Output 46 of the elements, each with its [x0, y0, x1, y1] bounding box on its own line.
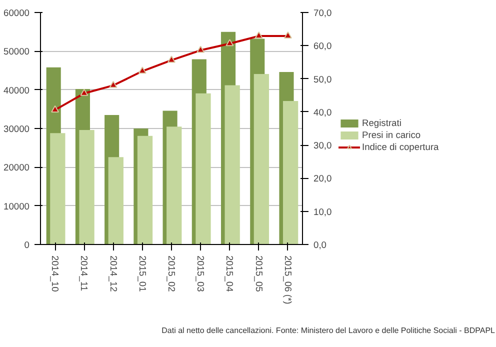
- y-tick-label: 40000: [4, 85, 30, 96]
- bar: [108, 157, 124, 244]
- legend-label: Indice di copertura: [362, 142, 439, 152]
- x-tick-label: 2015_03: [196, 256, 206, 292]
- point: [196, 46, 205, 53]
- legend-label: Presi in carico: [362, 130, 421, 140]
- legend-label: Registrati: [362, 118, 402, 128]
- bar: [224, 85, 240, 244]
- y2-tick-label: 40,0: [314, 107, 332, 118]
- bar: [79, 130, 94, 244]
- y2-tick-label: 0,0: [314, 240, 326, 250]
- bar: [137, 136, 153, 244]
- y2-tick-label: 20,0: [314, 174, 332, 184]
- point: [80, 88, 88, 96]
- y-tick-label: 30000: [4, 124, 30, 134]
- x-tick-label: 2015_02: [166, 256, 176, 292]
- y2-tick-label: 30,0: [314, 140, 332, 151]
- point: [226, 39, 234, 46]
- point: [51, 105, 60, 112]
- point: [254, 31, 263, 39]
- bar: [196, 93, 211, 244]
- point: [109, 80, 118, 88]
- point: [138, 66, 146, 74]
- x-tick-label: 2014_12: [108, 256, 118, 292]
- y-tick-label: 50000: [4, 46, 30, 57]
- x-tick-label: 2015_05: [254, 256, 264, 292]
- x-tick-label: 2015_06 (*): [282, 256, 293, 304]
- x-tick-label: 2014_10: [50, 256, 60, 292]
- bar: [50, 133, 66, 244]
- y-tick-label: 10000: [4, 201, 30, 212]
- bar: [254, 74, 270, 244]
- bar: [166, 126, 182, 244]
- point: [168, 56, 176, 63]
- x-tick-label: 2014_11: [79, 256, 90, 292]
- y2-tick-label: 70,0: [314, 8, 332, 18]
- y2-tick-label: 60,0: [314, 41, 332, 52]
- x-tick-label: 2015_04: [224, 256, 235, 292]
- x-tick-label: 2015_01: [137, 256, 148, 292]
- point: [284, 31, 292, 39]
- y2-tick-label: 10,0: [314, 206, 332, 217]
- y-tick-label: 20000: [4, 162, 30, 173]
- text: Dati al netto delle cancellazioni. Fonte: Ministero del Lavoro e delle Politiche Sociali - BDPAPL: [162, 325, 495, 336]
- y-tick-label: 0: [24, 240, 30, 250]
- y2-tick-label: 50,0: [314, 74, 332, 84]
- bar: [282, 101, 298, 244]
- y-tick-label: 60000: [4, 8, 30, 18]
